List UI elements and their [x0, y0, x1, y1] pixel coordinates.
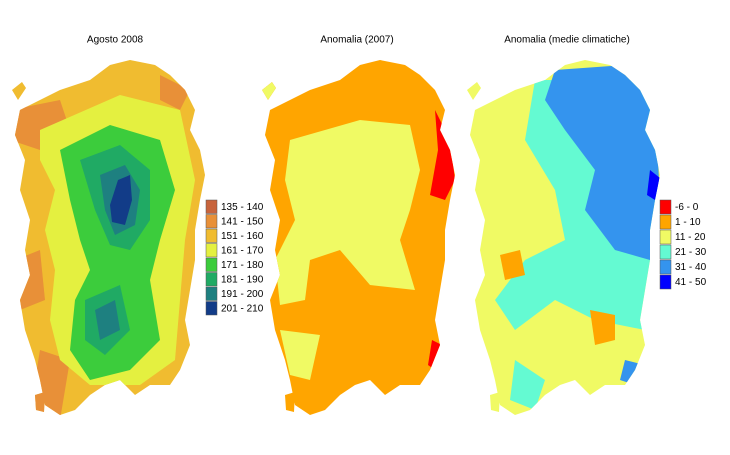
legend-swatch	[205, 272, 218, 287]
legend-label: 191 - 200	[221, 289, 264, 300]
legend-label: 41 - 50	[675, 277, 707, 288]
legend-swatch	[659, 229, 672, 245]
legend-label: 151 - 160	[221, 231, 264, 242]
legend: -6 - 0 1 - 10 11 - 20 21 - 30 31 - 40 41 - 50	[659, 199, 707, 290]
legend: 135 - 140 141 - 150 151 - 160 161 - 170 171 …	[205, 199, 264, 316]
zone	[428, 110, 455, 370]
map-title: Agosto 2008	[87, 35, 144, 46]
zone	[545, 65, 660, 385]
legend-swatch	[205, 214, 218, 229]
zone	[647, 170, 660, 200]
legend-swatch	[659, 259, 672, 275]
map-anomalia-medie	[467, 60, 660, 415]
zone	[110, 175, 132, 225]
legend-swatch	[205, 243, 218, 258]
legend-label: 135 - 140	[221, 202, 264, 213]
map-agosto	[12, 60, 205, 415]
legend-swatch	[659, 214, 672, 230]
legend-swatch	[205, 257, 218, 272]
legend-swatch	[205, 301, 218, 316]
legend-label: 1 - 10	[675, 217, 701, 228]
legend-swatch	[659, 274, 672, 290]
zone	[262, 82, 420, 380]
legend-swatch	[205, 228, 218, 243]
legend-label: 161 - 170	[221, 245, 264, 256]
legend-swatch	[659, 244, 672, 260]
legend-label: -6 - 0	[675, 202, 699, 213]
legend-label: 171 - 180	[221, 260, 264, 271]
legend-label: 31 - 40	[675, 262, 707, 273]
map-title: Anomalia (2007)	[320, 35, 393, 46]
legend-swatch	[205, 199, 218, 214]
legend-label: 141 - 150	[221, 216, 264, 227]
legend-swatch	[205, 286, 218, 301]
map-anomalia-2007	[262, 60, 455, 415]
legend-swatch	[659, 199, 672, 215]
map-title: Anomalia (medie climatiche)	[504, 35, 630, 46]
legend-label: 21 - 30	[675, 247, 707, 258]
zone	[500, 250, 615, 345]
zone	[12, 75, 190, 415]
legend-label: 201 - 210	[221, 303, 264, 314]
legend-label: 181 - 190	[221, 274, 264, 285]
legend-label: 11 - 20	[675, 232, 706, 243]
